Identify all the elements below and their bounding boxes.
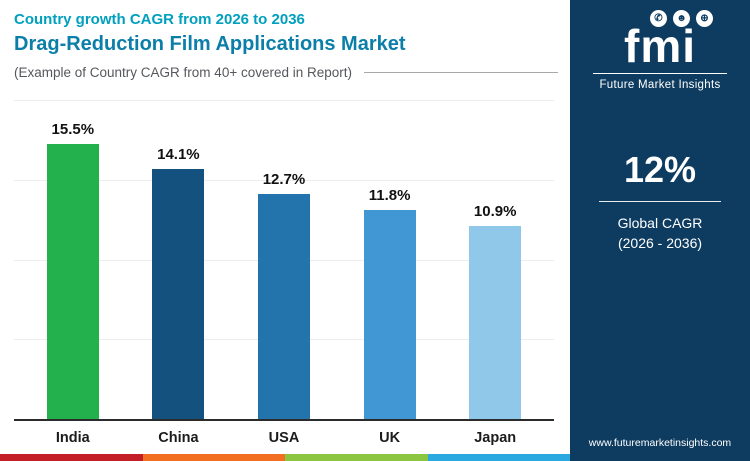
logo-divider-line [593,73,727,74]
axis-label-usa: USA [268,430,300,446]
bar-japan [469,225,522,419]
header-divider-line [364,72,558,73]
bar-chart: 15.5% 14.1% 12.7% 11.8% 10.9% India China USA U… [14,100,554,453]
chart-panel: Country growth CAGR from 2026 to 2036 Dr… [0,0,570,461]
bar-column-japan: 10.9% [442,100,548,419]
strip-segment [0,454,143,461]
gridline [14,100,554,101]
fmi-logo: ✆ ☻ ⊕ fmi Future Market Insights [593,10,727,91]
bar-column-india: 15.5% [20,100,126,419]
bar-value-label: 15.5% [51,121,95,139]
global-cagr-stat: 12% Global CAGR (2026 - 2036) [599,149,721,253]
bar-value-label: 10.9% [473,202,517,220]
brand-name: Future Market Insights [599,79,721,91]
axis-label-japan: Japan [474,430,517,446]
bar-value-label: 12.7% [262,170,306,188]
axis-label-uk: UK [379,430,401,446]
global-cagr-label-line2: (2026 - 2036) [617,234,703,251]
gridline [14,179,554,181]
person-icon: ☻ [673,10,690,27]
axis-labels: India China USA UK Japan [14,421,554,453]
website-link[interactable]: www.futuremarketinsights.com [588,437,732,449]
bar-china [152,169,205,419]
strip-segment [285,454,428,461]
bar-column-uk: 11.8% [337,100,443,419]
chart-note-row: (Example of Country CAGR from 40+ covere… [14,65,558,80]
stat-divider-line [599,201,721,202]
bar-usa [257,193,310,419]
fmi-logo-text: fmi [624,20,696,72]
bar-uk [363,209,416,419]
axis-label-china: China [158,430,199,446]
brand-sidebar: ✆ ☻ ⊕ fmi Future Market Insights 12% Globa… [570,0,750,461]
strip-segment [427,454,570,461]
bar-india [46,144,99,419]
footer-color-strip [0,454,570,461]
headset-icon: ✆ [650,10,667,27]
global-cagr-label-line1: Global CAGR [617,215,703,231]
chart-subtitle: Country growth CAGR from 2026 to 2036 [14,11,305,28]
chart-note: (Example of Country CAGR from 40+ covere… [14,65,353,80]
global-cagr-value: 12% [623,149,697,190]
axis-label-india: India [55,430,90,446]
chart-header: Country growth CAGR from 2026 to 2036 Dr… [0,0,570,80]
global-cagr-label: Global CAGR (2026 - 2036) [618,214,703,253]
strip-segment [142,454,285,461]
bar-value-label: 14.1% [157,146,200,164]
bar-column-china: 14.1% [126,100,232,419]
globe-icon: ⊕ [696,10,713,27]
logo-icons: ✆ ☻ ⊕ [650,10,713,27]
bar-value-label: 11.8% [368,186,411,204]
bar-plot: 15.5% 14.1% 12.7% 11.8% 10.9% [14,100,554,421]
bar-column-usa: 12.7% [231,100,337,419]
chart-title: Drag-Reduction Film Applications Market [14,33,406,55]
